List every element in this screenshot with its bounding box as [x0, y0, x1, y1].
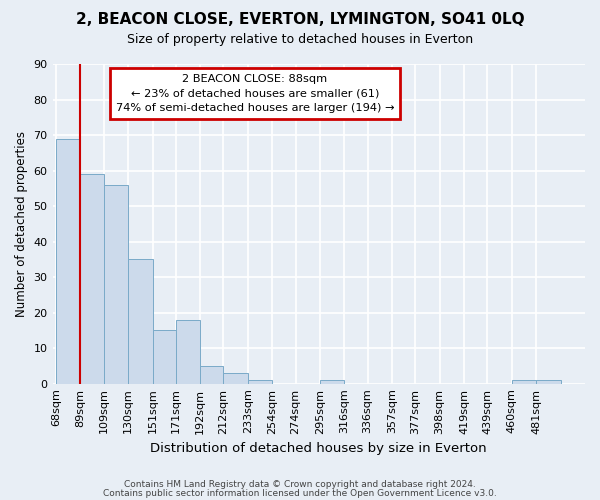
- Bar: [200, 366, 223, 384]
- Text: Contains HM Land Registry data © Crown copyright and database right 2024.: Contains HM Land Registry data © Crown c…: [124, 480, 476, 489]
- Bar: [248, 380, 272, 384]
- Text: Contains public sector information licensed under the Open Government Licence v3: Contains public sector information licen…: [103, 489, 497, 498]
- Bar: [152, 330, 176, 384]
- Y-axis label: Number of detached properties: Number of detached properties: [15, 131, 28, 317]
- X-axis label: Distribution of detached houses by size in Everton: Distribution of detached houses by size …: [151, 442, 487, 455]
- Bar: [56, 138, 80, 384]
- Bar: [223, 373, 248, 384]
- Bar: [512, 380, 536, 384]
- Bar: [128, 260, 152, 384]
- Text: Size of property relative to detached houses in Everton: Size of property relative to detached ho…: [127, 32, 473, 46]
- Bar: [536, 380, 560, 384]
- Bar: [176, 320, 200, 384]
- Text: 2, BEACON CLOSE, EVERTON, LYMINGTON, SO41 0LQ: 2, BEACON CLOSE, EVERTON, LYMINGTON, SO4…: [76, 12, 524, 28]
- Text: 2 BEACON CLOSE: 88sqm
← 23% of detached houses are smaller (61)
74% of semi-deta: 2 BEACON CLOSE: 88sqm ← 23% of detached …: [116, 74, 394, 113]
- Bar: [80, 174, 104, 384]
- Bar: [104, 185, 128, 384]
- Bar: [320, 380, 344, 384]
